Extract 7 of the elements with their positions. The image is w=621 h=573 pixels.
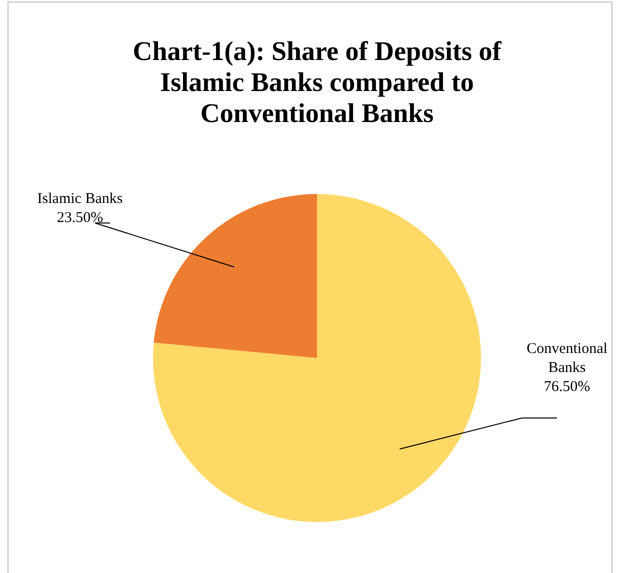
data-label: 76.50% <box>544 379 590 395</box>
data-label: 23.50% <box>56 210 104 226</box>
slice-label: Islamic Banks <box>37 191 123 207</box>
slice-label: Conventional Banks <box>526 341 608 376</box>
chart-title: Chart-1(a): Share of Deposits of Islamic Banks compared to Conventional Banks <box>132 36 502 128</box>
pie-slice <box>153 194 481 522</box>
pie-slice <box>154 194 317 358</box>
